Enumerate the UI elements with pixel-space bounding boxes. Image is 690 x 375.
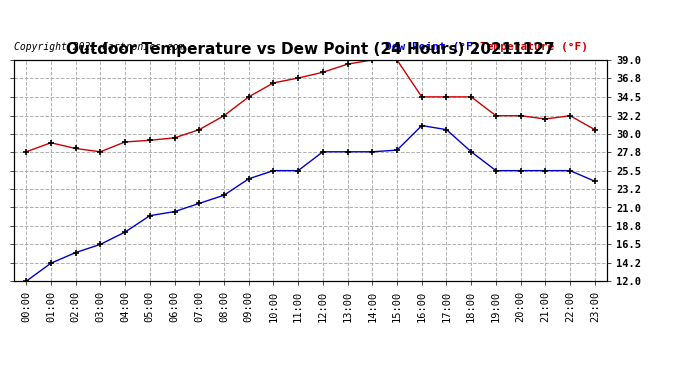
Text: Dew Point (°F): Dew Point (°F) [385, 42, 479, 52]
Title: Outdoor Temperature vs Dew Point (24 Hours) 20211127: Outdoor Temperature vs Dew Point (24 Hou… [66, 42, 555, 57]
Text: Copyright 2021 Cartronics.com: Copyright 2021 Cartronics.com [14, 42, 184, 52]
Text: Temperature (°F): Temperature (°F) [480, 42, 588, 52]
